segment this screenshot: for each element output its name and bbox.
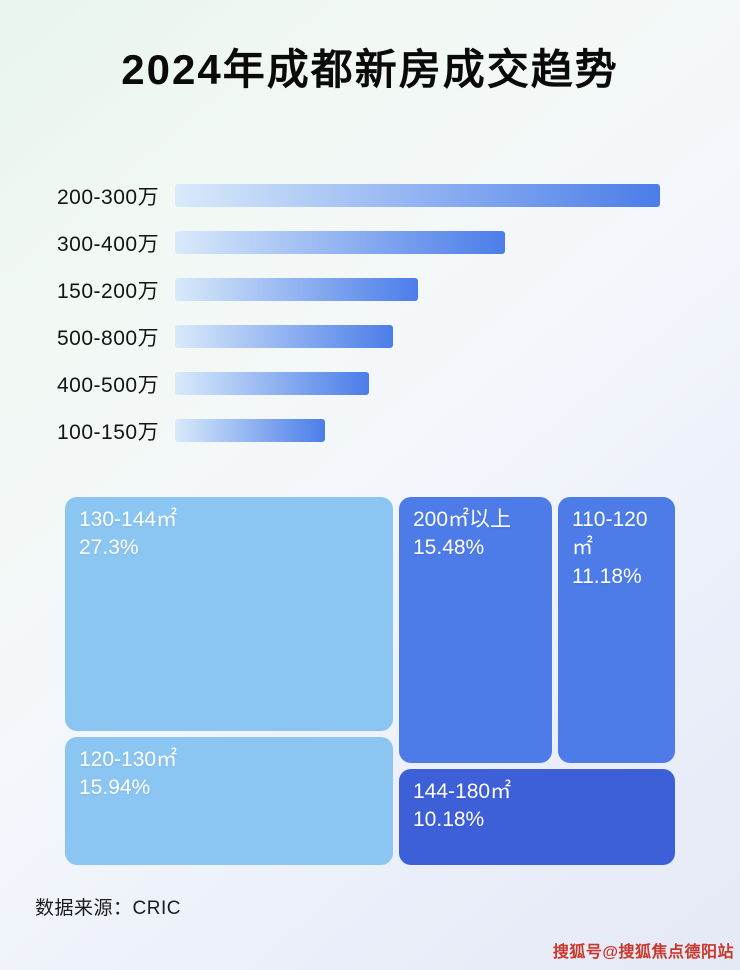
bar-row: 300-400万 (57, 231, 707, 256)
bar-row: 150-200万 (57, 278, 707, 303)
treemap-label: 130-144㎡ (79, 508, 178, 531)
treemap-value: 15.48% (413, 536, 485, 560)
bar-row: 100-150万 (57, 419, 707, 444)
bar-category-label: 500-800万 (57, 326, 160, 350)
treemap-label: 144-180㎡ (413, 780, 512, 803)
treemap-block: 130-144㎡ 27.3% (65, 497, 393, 731)
bar (175, 419, 325, 442)
bar (175, 231, 505, 254)
bar-category-label: 400-500万 (57, 373, 160, 397)
treemap-value: 11.18% (572, 564, 642, 588)
data-source-label: 数据来源：CRIC (35, 898, 181, 919)
bar-row: 500-800万 (57, 325, 707, 350)
treemap-block: 200㎡以上 15.48% (399, 497, 552, 763)
treemap-label: 120-130㎡ (79, 748, 178, 771)
watermark: 搜狐号@搜狐焦点德阳站 (552, 944, 734, 961)
bar-row: 200-300万 (57, 184, 707, 209)
treemap-block: 120-130㎡ 15.94% (65, 737, 393, 865)
bar (175, 372, 369, 395)
treemap-block: 144-180㎡ 10.18% (399, 769, 675, 865)
treemap-label: 110-120㎡ (572, 508, 648, 560)
bar-category-label: 150-200万 (57, 279, 160, 303)
bar (175, 184, 660, 207)
area-share-treemap: 130-144㎡ 27.3% 200㎡以上 15.48% 110-120㎡ 11.18% 1… (65, 497, 675, 865)
treemap-value: 15.94% (79, 776, 151, 800)
treemap-block: 110-120㎡ 11.18% (558, 497, 675, 763)
treemap-value: 10.18% (413, 808, 485, 832)
treemap-value: 27.3% (79, 536, 139, 560)
bar (175, 325, 393, 348)
bar (175, 278, 418, 301)
bar-row: 400-500万 (57, 372, 707, 397)
bar-category-label: 100-150万 (57, 420, 160, 444)
treemap-label: 200㎡以上 (413, 508, 512, 531)
page-title: 2024年成都新房成交趋势 (121, 46, 619, 93)
bar-category-label: 200-300万 (57, 185, 160, 209)
price-range-bar-chart: 200-300万 300-400万 150-200万 500-800万 400-500万… (57, 184, 707, 466)
bar-category-label: 300-400万 (57, 232, 160, 256)
